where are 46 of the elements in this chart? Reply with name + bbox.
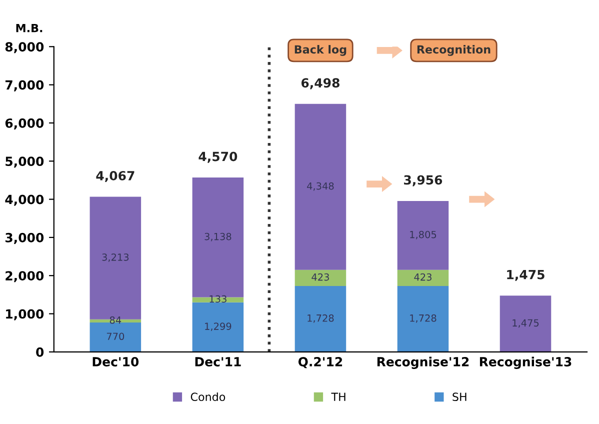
bar [294, 104, 346, 270]
bar [500, 296, 552, 352]
bar [90, 322, 142, 352]
total-label: 6,498 [301, 78, 340, 90]
y-tick-label: 6,000 [5, 118, 44, 130]
bar [294, 270, 346, 286]
data-label: 423 [414, 273, 432, 281]
data-label: 3,213 [102, 253, 129, 262]
bar [192, 302, 244, 352]
annotation: Recognition [417, 45, 490, 56]
data-label: 1,728 [308, 314, 334, 323]
total-label: 1,475 [507, 270, 544, 281]
total-label: 4,570 [198, 152, 238, 163]
data-label: 1,475 [512, 319, 539, 328]
y-tick-label: 0 [36, 347, 44, 357]
x-tick-label: Recognise'12 [377, 356, 469, 369]
data-label: 1,728 [410, 314, 436, 323]
legend-label: TH [331, 392, 346, 401]
x-tick-label: Dec'11 [195, 357, 241, 366]
data-label: 133 [210, 295, 226, 303]
data-label: 3,138 [204, 232, 232, 242]
annotation: Back log [294, 45, 346, 56]
data-label: 1,805 [410, 230, 436, 240]
y-tick-label: 8,000 [5, 42, 44, 54]
y-tick-label: 4,000 [5, 194, 44, 206]
bar [397, 286, 449, 352]
data-label: 423 [312, 273, 329, 281]
total-label: 4,067 [96, 170, 134, 182]
bar [294, 286, 346, 352]
total-label: 3,956 [404, 175, 442, 186]
bar [397, 200, 449, 270]
y-tick-label: 1,000 [6, 309, 44, 320]
y-tick-label: 3,000 [5, 232, 44, 244]
y-tick-label: 5,000 [6, 156, 44, 168]
x-tick-label: Q.2'12 [298, 357, 342, 368]
legend-label: SH [452, 392, 466, 402]
data-label: 1,299 [205, 322, 232, 331]
bar [397, 270, 449, 286]
legend-label: Condo [190, 392, 226, 402]
x-tick-label: Dec'10 [92, 357, 139, 366]
y-tick-label: 7,000 [5, 80, 44, 92]
y-axis-title: M.B. [16, 24, 42, 32]
data-label: 4,348 [307, 182, 334, 191]
x-tick-label: Recognise'13 [480, 356, 572, 369]
data-label: 770 [106, 332, 124, 340]
y-tick-label: 2,000 [6, 271, 44, 282]
